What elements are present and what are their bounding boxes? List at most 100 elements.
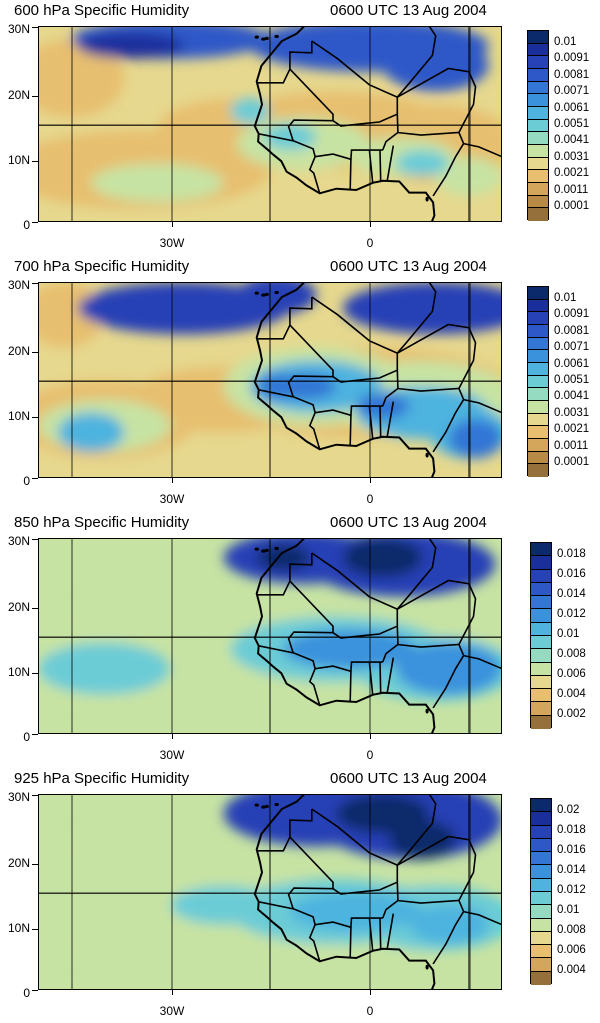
country-border xyxy=(379,918,382,950)
colorbar-swatch xyxy=(531,702,551,716)
humidity-contour-region xyxy=(289,892,423,932)
country-border xyxy=(349,671,352,702)
colorbar-swatch xyxy=(528,56,548,69)
colorbar-swatch xyxy=(528,94,548,107)
colorbar-swatch xyxy=(531,675,551,690)
country-border xyxy=(311,296,399,371)
latitude-tick xyxy=(32,96,38,97)
latitude-label: 0 xyxy=(23,986,30,1000)
colorbar-swatch xyxy=(528,388,548,401)
colorbar-swatch xyxy=(528,400,548,414)
colorbar-swatch xyxy=(531,596,551,610)
humidity-map xyxy=(38,538,502,734)
longitude-tick xyxy=(370,990,371,995)
colorbar-swatch xyxy=(528,182,548,196)
colorbar-swatch xyxy=(528,451,548,465)
latitude-label: 10N xyxy=(7,409,30,423)
latitude-tick xyxy=(32,929,38,930)
latitude-tick xyxy=(32,795,38,796)
longitude-label: 0 xyxy=(366,236,374,250)
latitude-label: 10N xyxy=(7,153,30,167)
latitude-label: 20N xyxy=(7,344,30,358)
latitude-tick xyxy=(32,673,38,674)
island xyxy=(254,547,259,551)
country-border xyxy=(379,150,382,182)
latitude-tick xyxy=(32,161,38,162)
colorbar-swatch xyxy=(528,350,548,363)
humidity-contour-region xyxy=(342,538,423,578)
panel-timestamp: 0600 UTC 13 Aug 2004 xyxy=(330,770,487,787)
country-border xyxy=(368,918,374,951)
longitude-tick xyxy=(172,222,173,227)
colorbar-swatch xyxy=(528,362,548,376)
latitude-label: 20N xyxy=(7,856,30,870)
country-border xyxy=(386,401,395,437)
country-border xyxy=(368,662,374,695)
longitude-label: 30W xyxy=(159,492,185,506)
latitude-tick xyxy=(32,734,38,735)
latitude-tick xyxy=(32,864,38,865)
humidity-contour-region xyxy=(389,820,456,860)
coastline xyxy=(253,282,436,478)
humidity-contour-region xyxy=(77,32,184,59)
colorbar-label: 0.014 xyxy=(557,588,586,601)
colorbar-swatch xyxy=(531,543,551,557)
humidity-contour-region xyxy=(448,419,502,459)
colorbar-swatch xyxy=(531,852,551,866)
country-border xyxy=(397,643,465,709)
colorbar-swatch xyxy=(528,68,548,82)
country-border xyxy=(396,282,437,354)
latitude-tick xyxy=(32,283,38,284)
map-canvas xyxy=(38,538,502,734)
colorbar-swatch xyxy=(531,865,551,879)
colorbar-swatch xyxy=(528,287,548,300)
colorbar-label: 0.004 xyxy=(557,963,586,976)
country-border xyxy=(287,324,334,398)
humidity-map xyxy=(38,794,502,990)
colorbar-label: 0.02 xyxy=(557,804,580,817)
humidity-contour-region xyxy=(382,39,489,92)
longitude-tick xyxy=(370,478,371,483)
colorbar-label: 0.0091 xyxy=(554,308,590,321)
island xyxy=(425,708,429,714)
island xyxy=(274,802,279,807)
colorbar-swatch xyxy=(528,119,548,133)
longitude-label: 30W xyxy=(159,1004,185,1018)
island xyxy=(261,37,266,41)
country-border xyxy=(396,26,437,98)
colorbar-swatch xyxy=(531,838,551,853)
country-border xyxy=(349,927,352,958)
colorbar-swatch xyxy=(531,905,551,919)
country-border xyxy=(379,662,382,694)
island xyxy=(264,292,269,297)
country-border xyxy=(256,553,313,596)
humidity-contour-region xyxy=(230,97,270,124)
island xyxy=(261,293,266,297)
colorbar-label: 0.01 xyxy=(557,903,580,916)
latitude-label: 20N xyxy=(7,600,30,614)
colorbar-label: 0.018 xyxy=(557,548,586,561)
colorbar-swatch xyxy=(528,464,548,477)
country-border xyxy=(386,145,395,181)
country-border xyxy=(311,552,399,627)
latitude-tick xyxy=(32,352,38,353)
colorbar-swatch xyxy=(528,144,548,158)
colorbar-label: 0.0081 xyxy=(554,68,590,81)
map-canvas xyxy=(38,794,502,990)
longitude-tick xyxy=(370,734,371,739)
country-border xyxy=(332,112,399,151)
colorbar-label: 0.0011 xyxy=(554,439,589,452)
humidity-contour-region xyxy=(395,150,449,177)
country-border xyxy=(368,150,374,183)
island xyxy=(425,196,429,202)
longitude-label: 0 xyxy=(366,492,374,506)
colorbar-label: 0.0041 xyxy=(554,390,590,403)
latitude-label: 30N xyxy=(7,790,30,804)
humidity-contour-region xyxy=(395,642,502,695)
humidity-contour-region xyxy=(57,412,125,452)
humidity-contour-region xyxy=(170,885,277,925)
longitude-tick xyxy=(172,990,173,995)
country-border xyxy=(349,159,352,190)
longitude-tick xyxy=(370,222,371,227)
colorbar-label: 0.012 xyxy=(557,608,586,621)
